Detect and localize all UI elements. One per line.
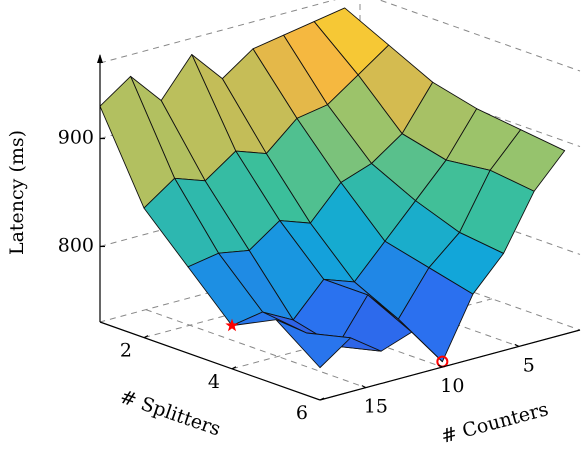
x-tick bbox=[231, 366, 237, 370]
x-tick bbox=[143, 335, 149, 339]
x-tick-label: 2 bbox=[120, 340, 132, 362]
y-tick bbox=[361, 385, 367, 389]
x-axis-label: # Splitters bbox=[117, 386, 223, 441]
z-axis-label: Latency (ms) bbox=[6, 130, 28, 255]
marker-star bbox=[225, 318, 239, 332]
y-tick-label: 5 bbox=[523, 354, 535, 376]
x-tick-label: 4 bbox=[208, 371, 220, 393]
z-tick-label: 800 bbox=[58, 234, 94, 256]
grid-line bbox=[145, 309, 367, 389]
surface bbox=[99, 7, 566, 369]
axis-arrow bbox=[97, 54, 103, 63]
y-axis-label: # Counters bbox=[439, 398, 551, 448]
x-tick bbox=[319, 397, 325, 401]
x-axis bbox=[99, 321, 321, 401]
y-tick bbox=[438, 364, 443, 368]
y-tick-label: 15 bbox=[364, 396, 388, 418]
box-edge bbox=[99, 0, 336, 64]
x-tick-label: 6 bbox=[296, 402, 308, 424]
z-tick-label: 900 bbox=[58, 127, 94, 149]
y-axis bbox=[319, 329, 581, 401]
y-tick bbox=[514, 343, 520, 348]
box-edge bbox=[378, 0, 581, 72]
y-tick-label: 10 bbox=[440, 375, 464, 397]
surface-facet bbox=[275, 319, 352, 369]
